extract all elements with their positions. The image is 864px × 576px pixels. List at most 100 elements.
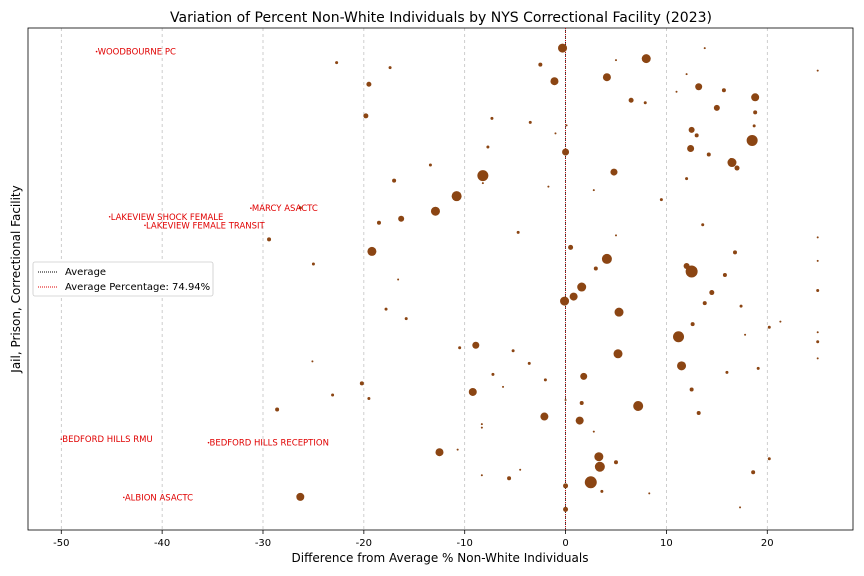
y-axis-label: Jail, Prison, Correctional Facility — [9, 185, 23, 373]
x-tick-label: -40 — [154, 538, 170, 549]
data-point — [458, 346, 462, 350]
data-point — [614, 234, 617, 237]
x-axis-label: Difference from Average % Non-White Indi… — [292, 551, 589, 565]
data-point — [722, 272, 727, 277]
facility-annotation: LAKEVIEW SHOCK FEMALE — [111, 213, 224, 223]
data-point — [562, 148, 570, 156]
facility-annotation: BEDFORD HILLS RECEPTION — [210, 439, 329, 449]
data-point — [428, 163, 432, 167]
x-tick-label: -30 — [255, 538, 271, 549]
x-tick-label: 10 — [660, 538, 673, 549]
highlighted-point — [123, 496, 125, 499]
data-point — [468, 387, 477, 396]
highlighted-point — [108, 215, 111, 218]
data-point — [554, 132, 557, 135]
data-point — [491, 372, 495, 376]
data-point — [363, 113, 369, 119]
x-tick-label: -10 — [457, 538, 473, 549]
legend-average-label: Average — [65, 267, 106, 278]
x-tick-label: -20 — [356, 538, 372, 549]
data-point — [633, 401, 644, 412]
data-point — [751, 470, 756, 475]
data-point — [767, 457, 771, 461]
data-point — [601, 253, 612, 264]
data-point — [435, 448, 444, 457]
data-point — [480, 474, 483, 477]
data-point — [331, 393, 335, 397]
data-point — [677, 361, 687, 371]
data-point — [751, 93, 760, 102]
data-point — [366, 81, 372, 87]
data-point — [511, 349, 515, 353]
data-point — [739, 506, 742, 509]
data-point — [816, 69, 819, 72]
data-point — [543, 378, 547, 382]
data-point — [527, 361, 531, 365]
data-point — [610, 168, 618, 176]
data-point — [311, 262, 315, 266]
facility-annotations: WOODBOURNE PC LAKEVIEW SHOCK FEMALE MARCY … — [62, 48, 329, 504]
data-point — [696, 411, 701, 416]
data-point — [694, 133, 699, 138]
data-point — [659, 198, 663, 202]
data-point — [706, 152, 711, 157]
data-point — [600, 489, 604, 493]
data-point — [689, 387, 694, 392]
data-point — [398, 215, 405, 222]
legend-percentage-label: Average Percentage: 74.94% — [65, 282, 210, 293]
data-point — [779, 320, 782, 323]
data-point — [648, 492, 651, 495]
data-point — [688, 126, 695, 133]
data-point — [311, 360, 314, 363]
data-point — [563, 506, 569, 512]
data-point — [516, 230, 520, 234]
data-point — [397, 278, 400, 281]
data-point — [643, 101, 647, 105]
data-point — [695, 83, 703, 91]
data-point — [816, 289, 820, 293]
data-point — [584, 476, 597, 489]
x-tick-label: -50 — [53, 538, 69, 549]
data-point — [367, 246, 377, 256]
data-point — [388, 66, 392, 70]
data-point — [673, 331, 685, 343]
data-point — [725, 370, 729, 374]
data-point — [685, 265, 698, 278]
data-point — [713, 104, 720, 111]
data-point — [816, 331, 819, 334]
data-point — [275, 407, 280, 412]
data-point — [752, 124, 756, 128]
data-point — [335, 61, 339, 65]
data-point — [701, 223, 705, 227]
x-tick-label: 0 — [562, 538, 568, 549]
data-point — [569, 292, 578, 301]
data-point — [404, 317, 408, 321]
data-point — [641, 54, 651, 64]
data-point — [540, 412, 549, 421]
data-point — [579, 400, 584, 405]
data-point — [732, 250, 737, 255]
data-point — [756, 366, 760, 370]
data-point — [528, 120, 532, 124]
data-point — [734, 165, 740, 171]
data-point — [580, 372, 588, 380]
data-point — [550, 77, 559, 86]
data-point — [816, 357, 819, 360]
data-point — [507, 476, 512, 481]
data-point — [575, 416, 584, 425]
data-point — [430, 206, 440, 216]
legend-box — [32, 261, 214, 297]
plot-area — [27, 27, 854, 531]
legend: Average Average Percentage: 74.94% — [32, 261, 214, 297]
facility-annotation: WOODBOURNE PC — [98, 48, 176, 58]
data-point — [593, 266, 598, 271]
data-point — [568, 244, 574, 250]
data-point — [746, 134, 758, 146]
data-point — [592, 430, 595, 433]
data-point — [702, 301, 707, 306]
data-point — [613, 349, 623, 359]
data-point — [816, 340, 820, 344]
data-point — [296, 492, 305, 501]
highlighted-point — [250, 207, 252, 210]
data-point — [721, 88, 726, 93]
